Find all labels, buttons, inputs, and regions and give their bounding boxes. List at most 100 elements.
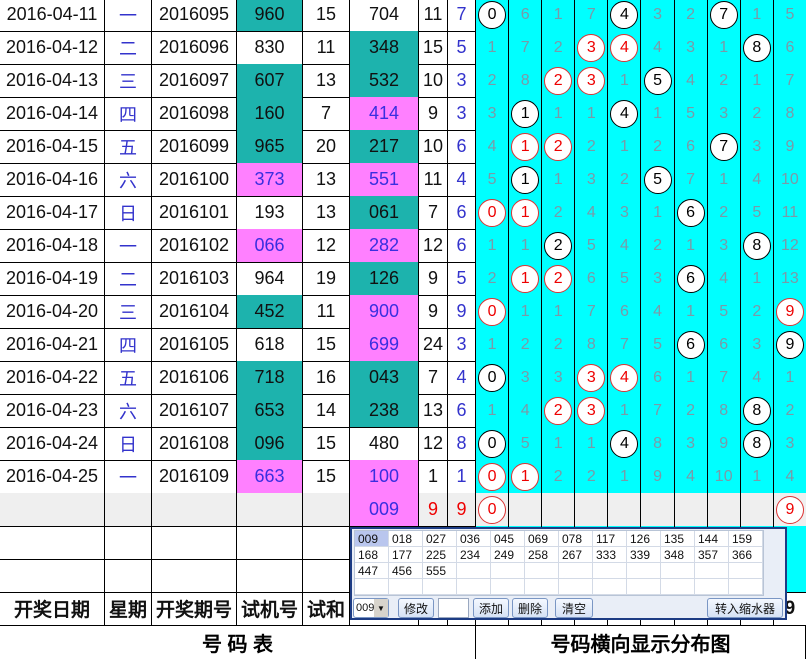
empty-option	[355, 579, 389, 595]
number-option[interactable]: 069	[525, 531, 559, 547]
dist-cell-3: 8	[575, 328, 609, 362]
number-option[interactable]: 036	[457, 531, 491, 547]
dist-cell-4: 3	[608, 196, 642, 230]
draw-number: 100	[350, 460, 419, 494]
dist-cell-5: 1	[641, 97, 675, 131]
number-option[interactable]: 117	[593, 531, 627, 547]
trial-number: 618	[237, 328, 303, 362]
dist-cell-0: 1	[476, 229, 510, 263]
number-option[interactable]: 357	[695, 547, 729, 563]
drawn-digit-circle: 3	[577, 66, 606, 95]
drawn-digit-circle: 1	[511, 99, 540, 128]
number-option[interactable]: 018	[389, 531, 423, 547]
drawn-digit-circle: 1	[511, 165, 540, 194]
clear-button[interactable]: 清空	[555, 598, 593, 618]
dist-cell-1: 1	[509, 196, 543, 230]
number-option[interactable]: 168	[355, 547, 389, 563]
drawn-digit-circle: 2	[544, 231, 573, 260]
empty-cell	[0, 559, 105, 593]
draw-number: 043	[350, 361, 419, 395]
predicted-sum: 9	[419, 493, 448, 527]
dist-cell-5: 5	[641, 163, 675, 197]
draw-number: 532	[350, 64, 419, 98]
dist-cell-6: 3	[674, 427, 708, 461]
number-option[interactable]: 159	[729, 531, 763, 547]
dist-cell-0: 3	[476, 97, 510, 131]
empty-cell	[152, 493, 237, 527]
dist-cell-5: 3	[641, 262, 675, 296]
number-dropdown[interactable]: 009 ▼	[353, 598, 389, 618]
chevron-down-icon[interactable]: ▼	[374, 599, 388, 617]
drawn-digit-circle: 0	[478, 429, 507, 458]
draw-date: 2016-04-12	[0, 31, 105, 65]
period-number: 2016098	[152, 97, 237, 131]
number-option[interactable]: 447	[355, 563, 389, 579]
number-span: 9	[448, 295, 476, 329]
number-option[interactable]: 009	[355, 531, 389, 547]
number-option[interactable]: 078	[559, 531, 593, 547]
modify-button[interactable]: 修改	[398, 598, 434, 618]
dist-cell-4: 1	[608, 460, 642, 494]
delete-button[interactable]: 删除	[512, 598, 548, 618]
empty-cell	[237, 493, 303, 527]
number-option[interactable]: 333	[593, 547, 627, 563]
add-button[interactable]: 添加	[473, 598, 509, 618]
drawn-digit-circle: 2	[544, 66, 573, 95]
number-option[interactable]: 555	[423, 563, 457, 579]
drawn-digit-circle: 0	[478, 363, 507, 392]
dist-cell-5: 1	[641, 196, 675, 230]
number-option[interactable]: 339	[627, 547, 661, 563]
dist-cell-7: 6	[707, 328, 741, 362]
number-option[interactable]: 045	[491, 531, 525, 547]
dist-cell-8: 3	[740, 130, 774, 164]
number-option[interactable]: 225	[423, 547, 457, 563]
dist-cell-3: 3	[575, 31, 609, 65]
empty-cell	[303, 526, 350, 560]
number-option[interactable]: 267	[559, 547, 593, 563]
table-row: 2016-04-14 四 2016098 160 7 414 9 3 3 1 1 1 4 1 5 3 2 8	[0, 97, 806, 131]
number-input[interactable]	[438, 598, 469, 618]
trial-number: 964	[237, 262, 303, 296]
dist-cell-5: 4	[641, 31, 675, 65]
number-option[interactable]: 177	[389, 547, 423, 563]
number-sum: 7	[419, 196, 448, 230]
number-option[interactable]: 126	[627, 531, 661, 547]
dist-cell-3: 1	[575, 97, 609, 131]
weekday: 五	[105, 130, 152, 164]
trial-sum: 7	[303, 97, 350, 131]
number-option[interactable]: 249	[491, 547, 525, 563]
dist-cell-5: 2	[641, 229, 675, 263]
number-option[interactable]: 234	[457, 547, 491, 563]
dist-cell-4: 4	[608, 427, 642, 461]
number-option[interactable]: 258	[525, 547, 559, 563]
number-option[interactable]: 135	[661, 531, 695, 547]
header-sum: 试和	[303, 592, 350, 626]
empty-cell	[303, 559, 350, 593]
empty-cell	[105, 559, 152, 593]
table-row: 2016-04-22 五 2016106 718 16 043 7 4 0 3 3 3 4 6 1 7 4 1	[0, 361, 806, 395]
dist-cell-7: 3	[707, 229, 741, 263]
dist-cell-1: 1	[509, 229, 543, 263]
number-sum: 10	[419, 64, 448, 98]
dist-cell-6: 1	[674, 295, 708, 329]
dist-cell-1: 1	[509, 262, 543, 296]
number-option[interactable]: 348	[661, 547, 695, 563]
number-option[interactable]: 027	[423, 531, 457, 547]
dist-cell-7: 7	[707, 0, 741, 32]
empty-option	[559, 579, 593, 595]
empty-option	[525, 579, 559, 595]
drawn-digit-circle: 2	[544, 132, 573, 161]
number-option[interactable]: 144	[695, 531, 729, 547]
weekday: 二	[105, 31, 152, 65]
transfer-to-filter-button[interactable]: 转入缩水器	[707, 598, 783, 618]
period-number: 2016099	[152, 130, 237, 164]
period-number: 2016105	[152, 328, 237, 362]
number-list-grid: 009 018 027 036 045 069 078 117 126 135 144 159 168 1…	[354, 530, 764, 596]
empty-option	[729, 563, 763, 579]
trial-number: 965	[237, 130, 303, 164]
dist-cell-8: 1	[740, 262, 774, 296]
period-number: 2016103	[152, 262, 237, 296]
number-option[interactable]: 456	[389, 563, 423, 579]
number-option[interactable]: 366	[729, 547, 763, 563]
dist-cell-1: 1	[509, 295, 543, 329]
